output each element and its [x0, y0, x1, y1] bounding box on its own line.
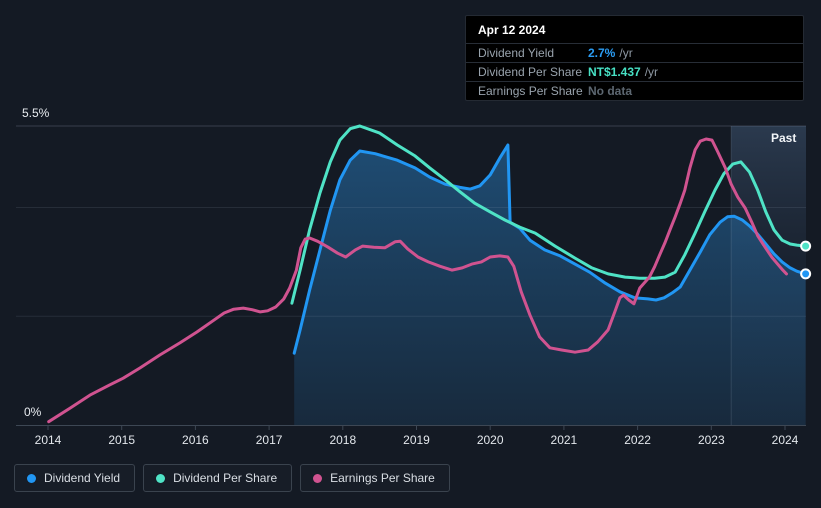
dividend-yield-area: [294, 145, 806, 425]
tooltip-row-label: Dividend Yield: [478, 46, 555, 60]
tooltip-row-label: Earnings Per Share: [478, 84, 583, 98]
tooltip-row-value: NT$1.437: [588, 65, 641, 79]
dividend-yield-end-dot: [800, 268, 812, 280]
y-axis-label-top: 5.5%: [22, 106, 50, 120]
earnings-per-share-line: [47, 137, 788, 424]
legend-item-earnings-per-share[interactable]: Earnings Per Share: [300, 464, 450, 492]
x-axis-label-2023: 2023: [697, 433, 725, 447]
legend-item-dividend-per-share[interactable]: Dividend Per Share: [143, 464, 293, 492]
legend-item-dividend-yield[interactable]: Dividend Yield: [14, 464, 136, 492]
x-axis-label-2018: 2018: [329, 433, 357, 447]
dividend-per-share-line: [290, 124, 808, 305]
past-region-label: Past: [771, 131, 797, 145]
chart-tooltip: Apr 12 2024 Dividend Yield 2.7%/yr Dividen…: [465, 15, 804, 101]
x-axis-label-2017: 2017: [255, 433, 283, 447]
tooltip-row-dividend-yield: Dividend Yield 2.7%/yr: [466, 43, 803, 62]
legend-item-label: Dividend Per Share: [173, 471, 278, 485]
x-axis-label-2019: 2019: [403, 433, 430, 447]
x-axis-label-2020: 2020: [476, 433, 504, 447]
tooltip-row-earnings-per-share: Earnings Per Share No data: [466, 81, 803, 100]
x-axis-labels: 2014 2015 2016 2017 2018 2019 2020 2021 2022 2023…: [0, 433, 821, 449]
x-axis-label-2016: 2016: [182, 433, 209, 447]
x-axis-label-2021: 2021: [550, 433, 578, 447]
tooltip-row-dividend-per-share: Dividend Per Share NT$1.437/yr: [466, 62, 803, 81]
chart-legend: Dividend Yield Dividend Per Share Earnings…: [14, 464, 450, 492]
dividend-yield-line: [292, 143, 808, 355]
x-axis-label-2015: 2015: [108, 433, 136, 447]
tooltip-row-unit: /yr: [644, 65, 659, 79]
legend-item-label: Dividend Yield: [44, 471, 121, 485]
legend-item-label: Earnings Per Share: [330, 471, 435, 485]
x-axis-label-2014: 2014: [34, 433, 62, 447]
y-axis-label-zero: 0%: [24, 405, 42, 419]
x-axis-label-2024: 2024: [771, 433, 799, 447]
legend-dot-icon: [313, 473, 323, 483]
tooltip-row-value: 2.7%: [588, 46, 616, 60]
tooltip-row-unit: /yr: [619, 46, 633, 60]
tooltip-row-value: No data: [588, 84, 633, 98]
legend-dot-icon: [27, 473, 36, 483]
legend-dot-icon: [156, 473, 166, 483]
tooltip-date: Apr 12 2024: [478, 23, 546, 37]
tooltip-row-label: Dividend Per Share: [478, 65, 583, 79]
x-axis-label-2022: 2022: [624, 433, 651, 447]
dividend-per-share-end-dot: [800, 240, 812, 252]
tooltip-rows: Dividend Yield 2.7%/yr Dividend Per Share N…: [466, 43, 803, 100]
